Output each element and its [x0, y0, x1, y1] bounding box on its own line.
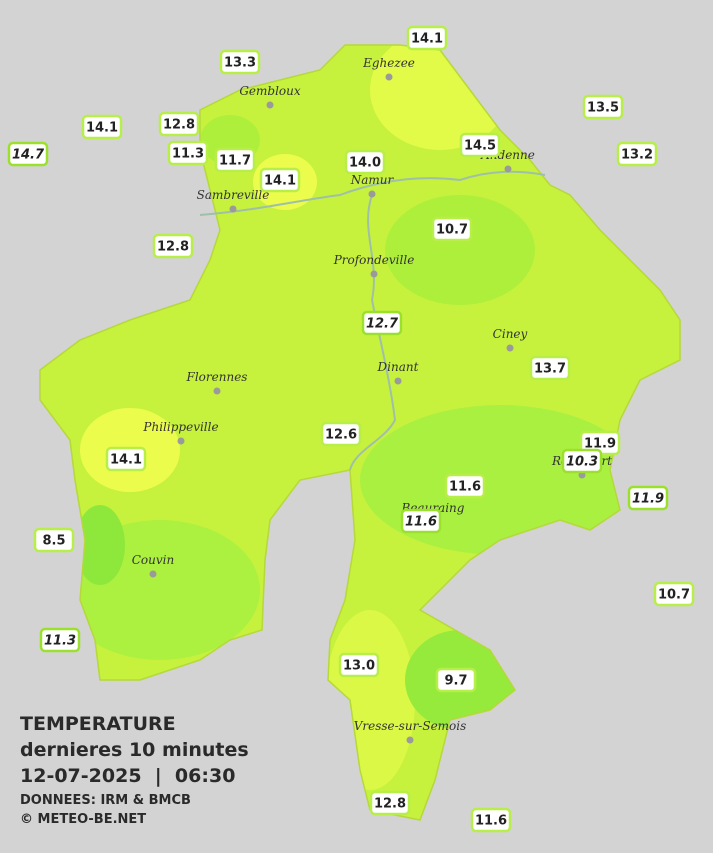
station-value: 14.5	[464, 139, 496, 154]
town-name: Dinant	[377, 360, 419, 374]
town-name: Gembloux	[239, 84, 301, 98]
station-box	[344, 149, 386, 175]
station-box	[39, 627, 81, 653]
station-value: 8.5	[42, 534, 65, 549]
station-box	[214, 147, 256, 173]
station-box	[400, 508, 442, 534]
station-box	[81, 114, 123, 140]
town-dot	[149, 570, 157, 578]
station-box	[435, 667, 477, 693]
station-box	[653, 581, 695, 607]
town-dot	[177, 437, 185, 445]
station-box	[561, 448, 603, 474]
station-box	[152, 233, 194, 259]
station-value: 12.6	[325, 428, 357, 443]
station-value: 13.2	[621, 148, 653, 163]
zone-cold	[75, 505, 125, 585]
station-value: 11.9	[632, 492, 664, 507]
town-name: Eghezee	[362, 56, 415, 70]
town-name: Philippeville	[142, 420, 218, 434]
station-box	[406, 25, 448, 51]
town-dot	[370, 270, 378, 278]
station-box	[33, 527, 75, 553]
legend-title: TEMPERATURE	[20, 713, 176, 735]
station-value: 14.1	[411, 32, 443, 47]
station-value: 11.3	[44, 634, 76, 649]
station-value: 11.6	[475, 814, 507, 829]
town-dot	[385, 73, 393, 81]
town-dot	[394, 377, 402, 385]
legend-copyright: © METEO-BE.NET	[20, 812, 146, 827]
town-dot	[368, 190, 376, 198]
town-dot	[229, 205, 237, 213]
town-name: Vresse-sur-Semois	[354, 719, 467, 733]
station-value: 10.3	[566, 455, 598, 470]
station-value: 14.1	[264, 174, 296, 189]
station-box	[219, 49, 261, 75]
station-value: 13.0	[343, 659, 375, 674]
station-value: 14.0	[349, 156, 381, 171]
river	[199, 170, 546, 216]
station-value: 11.9	[584, 437, 616, 452]
station-box	[7, 141, 49, 167]
station-box	[369, 790, 411, 816]
station-value: 9.7	[444, 674, 467, 689]
station-box	[627, 485, 669, 511]
town-dot	[506, 344, 514, 352]
station-box	[529, 355, 571, 381]
station-box	[338, 652, 380, 678]
town-dot	[504, 165, 512, 173]
town-name: Namur	[350, 173, 395, 187]
station-value: 14.1	[110, 453, 142, 468]
town-dot	[266, 101, 274, 109]
labels: EghezeeGemblouxAndenneNamurSambrevillePr…	[7, 25, 695, 833]
station-value: 12.8	[157, 240, 189, 255]
station-box	[616, 141, 658, 167]
station-box	[320, 421, 362, 447]
station-value: 14.1	[86, 121, 118, 136]
station-box	[158, 111, 200, 137]
legend-subtitle: dernieres 10 minutes	[20, 739, 249, 761]
station-value: 14.7	[12, 148, 45, 163]
station-value: 11.7	[219, 154, 251, 169]
station-value: 11.6	[449, 480, 481, 495]
station-box	[431, 216, 473, 242]
legend-source: DONNEES: IRM & BMCB	[20, 793, 191, 808]
town-dot	[213, 387, 221, 395]
station-box	[167, 140, 209, 166]
river	[349, 194, 397, 471]
station-value: 13.3	[224, 56, 256, 71]
station-box	[444, 473, 486, 499]
station-box	[582, 94, 624, 120]
station-box	[470, 807, 512, 833]
station-value: 13.5	[587, 101, 619, 116]
station-value: 10.7	[436, 223, 468, 238]
station-value: 12.8	[374, 797, 406, 812]
station-value: 11.6	[405, 515, 437, 530]
zone-cool	[385, 195, 535, 305]
station-value: 11.3	[172, 147, 204, 162]
station-box	[459, 132, 501, 158]
station-box	[361, 310, 403, 336]
station-value: 12.8	[163, 118, 195, 133]
town-dot	[406, 736, 414, 744]
station-box	[105, 446, 147, 472]
town-name: Florennes	[186, 370, 248, 384]
town-name: Sambreville	[197, 188, 270, 202]
station-value: 12.7	[366, 317, 399, 332]
station-box	[259, 167, 301, 193]
town-name: Ciney	[493, 327, 528, 341]
station-value: 10.7	[658, 588, 690, 603]
town-name: Profondeville	[333, 253, 415, 267]
legend-datetime: 12-07-2025 | 06:30	[20, 765, 235, 787]
town-name: Couvin	[132, 553, 174, 567]
station-value: 13.7	[534, 362, 566, 377]
legend: TEMPERATURE dernieres 10 minutes 12-07-2…	[20, 713, 249, 827]
